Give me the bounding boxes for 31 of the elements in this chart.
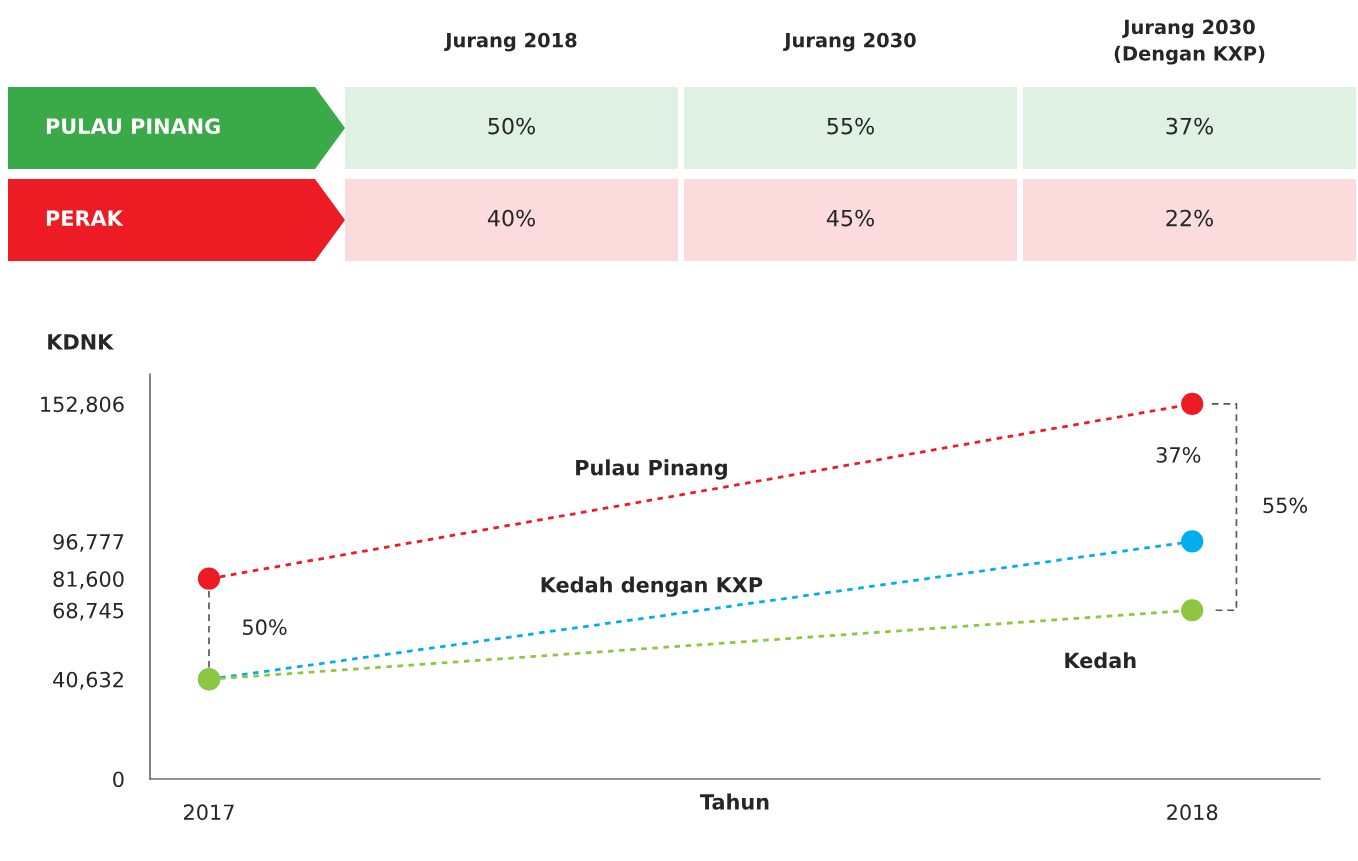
point [1181,530,1204,553]
category-label: PERAK [46,210,124,226]
y-tick-label: 68,745 [53,602,124,621]
point [1181,599,1204,622]
series-label: Pulau Pinang [576,459,727,480]
x-tick-label: 2018 [1167,804,1218,821]
x-tick-label: 2017 [184,804,234,821]
category-label: Jurang 2018 [444,32,577,52]
point [197,567,221,590]
text: 22% [1166,209,1213,227]
x-axis-title: Tahun [700,793,769,810]
text: 45% [826,209,874,227]
y-tick-label: 152,806 [41,396,124,415]
y-tick-label: 96,777 [53,533,124,552]
y-tick-label: 81,600 [53,571,124,590]
annotation: 50% [243,619,287,636]
text: 37% [1166,117,1213,135]
text: 50% [488,117,535,135]
text: 55% [827,117,874,135]
annotation: 37% [1156,446,1201,463]
series-label: Kedah dengan KXP [541,576,763,597]
category-label: PULAU PINANG [46,118,220,135]
series-label: Kedah [1065,652,1136,669]
category-label: Jurang 2030 (Dengan KXP) [1114,19,1265,65]
annotation: 55% [1263,497,1308,514]
category-label: Jurang 2030 [783,32,916,52]
point [1181,392,1204,416]
y-tick-label: 40,632 [53,671,123,690]
text: 40% [487,209,535,227]
y-tick-label: 0 [113,771,124,788]
y-axis-title: KDNK [48,334,114,350]
